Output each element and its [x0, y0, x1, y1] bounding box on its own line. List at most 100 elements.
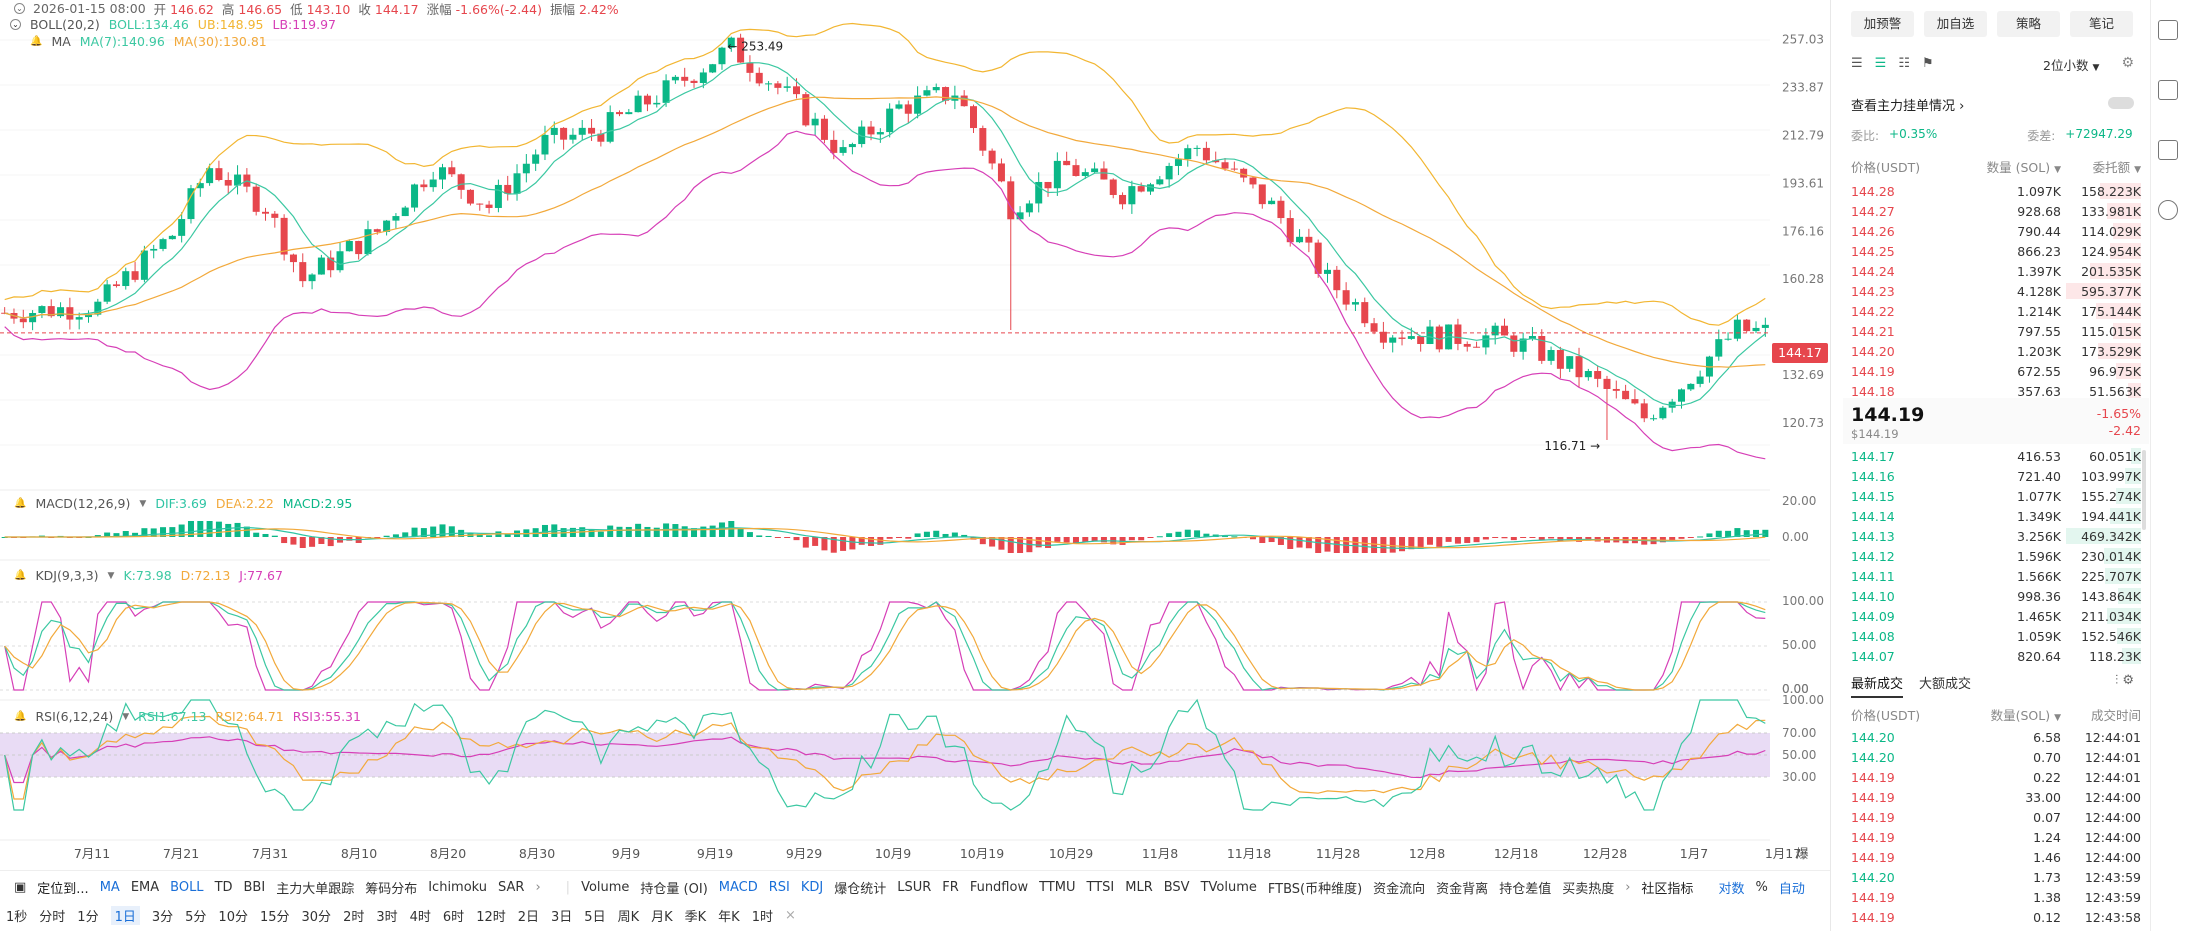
interval-14[interactable]: 2日: [517, 909, 540, 925]
panel-button-3[interactable]: 笔记: [2070, 11, 2133, 37]
indicator-筹码分布[interactable]: 筹码分布: [365, 881, 418, 897]
interval-10[interactable]: 3时: [376, 909, 398, 925]
calendar-icon[interactable]: ▣: [14, 879, 27, 895]
macd-legend[interactable]: 🔔 MACD(12,26,9) ▼ DIF:3.69 DEA:2.22 MACD…: [14, 496, 353, 511]
interval-5[interactable]: 5分: [185, 909, 207, 925]
interval-11[interactable]: 4时: [409, 909, 431, 925]
sub-indicator-17[interactable]: 持仓差值: [1499, 881, 1552, 897]
ask-row[interactable]: 144.26 790.44 114.029K: [1851, 221, 2141, 241]
bell-icon[interactable]: 🔔: [14, 498, 27, 509]
indicator-bbi[interactable]: BBI: [243, 879, 266, 895]
interval-17[interactable]: 周K: [617, 909, 640, 925]
bell-icon[interactable]: 🔔: [14, 570, 27, 581]
collapse-icon[interactable]: ⌄: [14, 3, 25, 14]
chevron-down-icon[interactable]: ▼: [122, 711, 130, 722]
bid-row[interactable]: 144.15 1.077K 155.274K: [1851, 486, 2141, 506]
export-icon[interactable]: [2158, 20, 2178, 40]
filter-icon[interactable]: ⫶ ⚙: [2114, 673, 2134, 688]
bell-icon[interactable]: 🔔: [30, 36, 43, 47]
indicator-ichimoku[interactable]: Ichimoku: [428, 879, 488, 895]
depth-icon[interactable]: ⚑: [1921, 56, 1934, 71]
interval-18[interactable]: 月K: [651, 909, 673, 925]
main-orders-toggle[interactable]: [2108, 97, 2134, 109]
sub-indicator-13[interactable]: TVolume: [1200, 879, 1257, 895]
bids-only-icon[interactable]: ☰: [1874, 56, 1887, 71]
interval-8[interactable]: 30分: [301, 909, 332, 925]
interval-16[interactable]: 5日: [584, 909, 606, 925]
indicator-主力大单跟踪[interactable]: 主力大单跟踪: [276, 881, 355, 897]
panel-button-0[interactable]: 加预警: [1851, 11, 1914, 37]
trade-tab-0[interactable]: 最新成交: [1851, 673, 1904, 698]
bid-row[interactable]: 144.16 721.40 103.997K: [1851, 466, 2141, 486]
indicator-ma[interactable]: MA: [99, 879, 120, 895]
interval-21[interactable]: 1时: [751, 909, 773, 925]
gear-icon[interactable]: ⚙: [2121, 55, 2134, 71]
trade-tab-1[interactable]: 大额成交: [1919, 677, 1972, 692]
close-icon[interactable]: ×: [784, 907, 796, 923]
ask-row[interactable]: 144.23 4.128K 595.377K: [1851, 281, 2141, 301]
indicator-ema[interactable]: EMA: [130, 879, 160, 895]
bell-icon[interactable]: 🔔: [14, 711, 27, 722]
rsi-legend[interactable]: 🔔 RSI(6,12,24) ▼ RSI1:67.13 RSI2:64.71 R…: [14, 709, 361, 724]
kdj-legend[interactable]: 🔔 KDJ(9,3,3) ▼ K:73.98 D:72.13 J:77.67: [14, 568, 283, 583]
ask-row[interactable]: 144.22 1.214K 175.144K: [1851, 301, 2141, 321]
ask-row[interactable]: 144.18 357.63 51.563K: [1851, 381, 2141, 401]
interval-20[interactable]: 年K: [718, 909, 740, 925]
chevron-down-icon[interactable]: ▼: [139, 498, 147, 509]
interval-2[interactable]: 1分: [77, 909, 99, 925]
bid-row[interactable]: 144.11 1.566K 225.707K: [1851, 566, 2141, 586]
interval-19[interactable]: 季K: [684, 909, 707, 925]
sub-indicator-0[interactable]: Volume: [581, 879, 630, 895]
sub-indicator-7[interactable]: FR: [942, 879, 959, 895]
ask-row[interactable]: 144.21 797.55 115.015K: [1851, 321, 2141, 341]
boll-legend[interactable]: ⌄ BOLL(20,2) BOLL:134.46 UB:148.95 LB:11…: [10, 17, 336, 32]
chart-area[interactable]: ← 253.49 116.71 → 257.03 233.87 212.79 193.61…: [0, 0, 1830, 862]
ma-legend[interactable]: 🔔 MA MA(7):140.96 MA(30):130.81: [30, 34, 267, 49]
kline-chart[interactable]: ← 253.49 116.71 → 257.03 233.87 212.79 193.61…: [0, 0, 1830, 862]
auto-toggle[interactable]: 自动: [1778, 881, 1805, 897]
asks-only-icon[interactable]: ☷: [1898, 56, 1910, 71]
interval-9[interactable]: 2时: [343, 909, 365, 925]
ask-row[interactable]: 144.28 1.097K 158.223K: [1851, 181, 2141, 201]
bid-row[interactable]: 144.17 416.53 60.051K: [1851, 446, 2141, 466]
interval-7[interactable]: 15分: [259, 909, 290, 925]
log-toggle[interactable]: 对数: [1718, 881, 1745, 897]
bid-row[interactable]: 144.10 998.36 143.864K: [1851, 586, 2141, 606]
sub-indicator-12[interactable]: BSV: [1163, 879, 1190, 895]
interval-0[interactable]: 1秒: [6, 909, 28, 925]
collapse-icon[interactable]: ⌄: [10, 19, 21, 30]
panel-button-2[interactable]: 策略: [1997, 11, 2060, 37]
decimals-select[interactable]: 2位小数 ▼: [2043, 58, 2100, 73]
main-orders-link[interactable]: 查看主力挂单情况 ›: [1851, 99, 1965, 114]
bid-row[interactable]: 144.08 1.059K 152.546K: [1851, 626, 2141, 646]
indicator-boll[interactable]: BOLL: [170, 879, 204, 895]
interval-15[interactable]: 3日: [551, 909, 573, 925]
chart-bar-icon[interactable]: [2158, 140, 2178, 160]
interval-3[interactable]: 1日: [110, 905, 140, 925]
ask-row[interactable]: 144.20 1.203K 173.529K: [1851, 341, 2141, 361]
interval-13[interactable]: 12时: [476, 909, 506, 925]
chevron-right-icon[interactable]: ›: [535, 879, 541, 895]
interval-6[interactable]: 10分: [218, 909, 248, 925]
interval-1[interactable]: 分时: [39, 909, 66, 925]
sub-indicator-9[interactable]: TTMU: [1039, 879, 1076, 895]
sub-indicator-3[interactable]: RSI: [768, 879, 790, 895]
bid-row[interactable]: 144.09 1.465K 211.034K: [1851, 606, 2141, 626]
ask-row[interactable]: 144.27 928.68 133.981K: [1851, 201, 2141, 221]
sub-indicator-8[interactable]: Fundflow: [969, 879, 1029, 895]
sub-indicator-18[interactable]: 买卖热度: [1562, 881, 1615, 897]
bid-row[interactable]: 144.07 820.64 118.23K: [1851, 646, 2141, 666]
chevron-down-icon[interactable]: ▼: [107, 570, 115, 581]
sub-indicator-16[interactable]: 资金背离: [1436, 881, 1489, 897]
ask-row[interactable]: 144.19 672.55 96.975K: [1851, 361, 2141, 381]
bid-row[interactable]: 144.13 3.256K 469.342K: [1851, 526, 2141, 546]
sub-indicator-10[interactable]: TTSI: [1086, 879, 1115, 895]
locate-button[interactable]: 定位到...: [37, 881, 89, 897]
indicator-td[interactable]: TD: [214, 879, 233, 895]
sub-indicator-4[interactable]: KDJ: [800, 879, 824, 895]
bid-row[interactable]: 144.12 1.596K 230.014K: [1851, 546, 2141, 566]
chart-line-icon[interactable]: [2158, 80, 2178, 100]
ask-row[interactable]: 144.25 866.23 124.954K: [1851, 241, 2141, 261]
percent-toggle[interactable]: %: [1755, 879, 1768, 895]
both-sides-icon[interactable]: ☰: [1851, 56, 1863, 71]
